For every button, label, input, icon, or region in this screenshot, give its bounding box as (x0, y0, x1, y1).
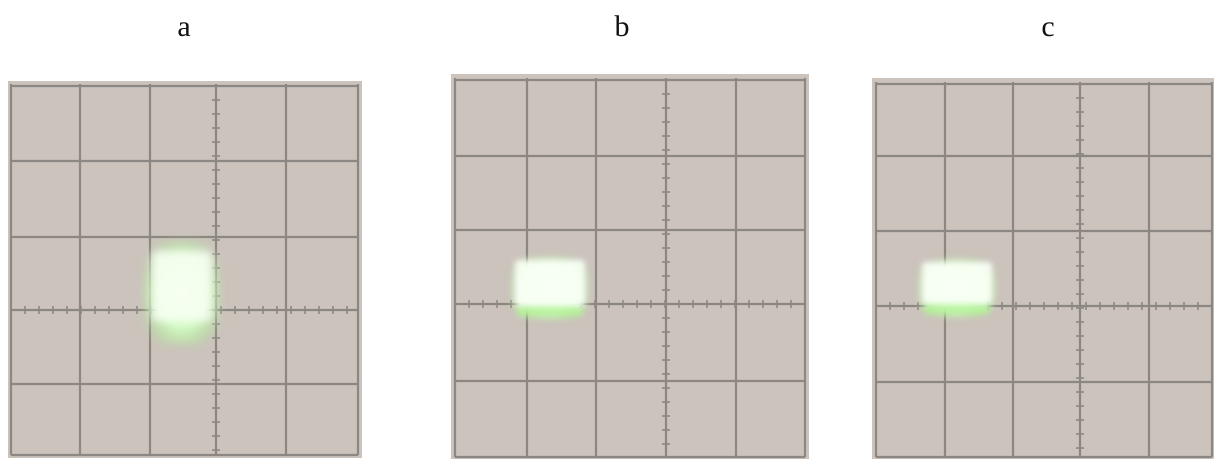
center-axis-ticks (10, 85, 348, 451)
center-axis-ticks (454, 79, 806, 445)
trace-spot-c (918, 258, 996, 318)
oscilloscope-screen-a (8, 81, 362, 458)
oscilloscope-screen-b (451, 74, 809, 459)
trace-spot-b (511, 256, 589, 320)
screen-background (451, 74, 809, 459)
panel-label-c: c (1041, 10, 1055, 43)
trace-spot-a (144, 241, 220, 345)
panel-label-b: b (614, 10, 630, 43)
panel-label-a: a (177, 10, 191, 43)
oscilloscope-screen-c (872, 78, 1214, 459)
center-axis-ticks (875, 83, 1213, 449)
